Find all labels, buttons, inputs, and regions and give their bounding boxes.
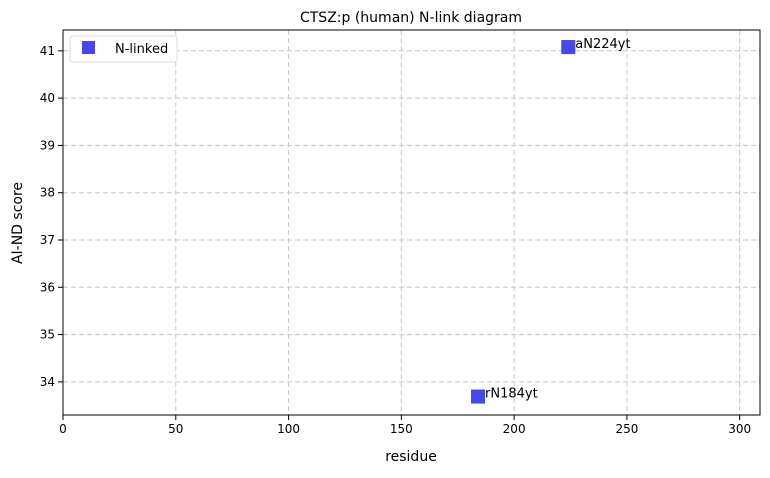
legend-marker (82, 41, 95, 54)
x-tick-label: 250 (615, 422, 638, 436)
x-axis-label: residue (385, 449, 437, 465)
y-tick-label: 38 (40, 186, 55, 200)
y-axis-label: AI-ND score (10, 182, 26, 264)
data-point-label: aN224yt (575, 37, 630, 52)
y-tick-label: 36 (40, 280, 55, 294)
y-tick-label: 37 (40, 233, 55, 247)
x-tick-label: 300 (728, 422, 751, 436)
x-tick-label: 150 (390, 422, 413, 436)
plot-frame (62, 29, 761, 416)
x-tick-label: 50 (168, 422, 183, 436)
chart-title: CTSZ:p (human) N-link diagram (300, 10, 522, 26)
data-point-label: rN184yt (485, 387, 538, 402)
y-tick-label: 35 (40, 328, 55, 342)
data-point (561, 40, 576, 55)
y-tick-label: 39 (40, 138, 55, 152)
data-point (471, 389, 486, 404)
x-tick-label: 100 (277, 422, 300, 436)
legend-box (69, 35, 178, 63)
y-tick-label: 41 (40, 44, 55, 58)
x-tick-label: 0 (59, 422, 67, 436)
legend-label: N-linked (115, 42, 168, 57)
points: rN184yt aN224yt (471, 37, 631, 404)
legend: N-linked (69, 35, 178, 63)
y-tick-label: 34 (40, 375, 55, 389)
x-tick-label: 200 (503, 422, 526, 436)
y-tick-label: 40 (40, 91, 55, 105)
ticks: 0 50 100 150 200 250 300 34 35 36 37 38 39 40 41 (40, 44, 751, 436)
grid (62, 30, 760, 415)
